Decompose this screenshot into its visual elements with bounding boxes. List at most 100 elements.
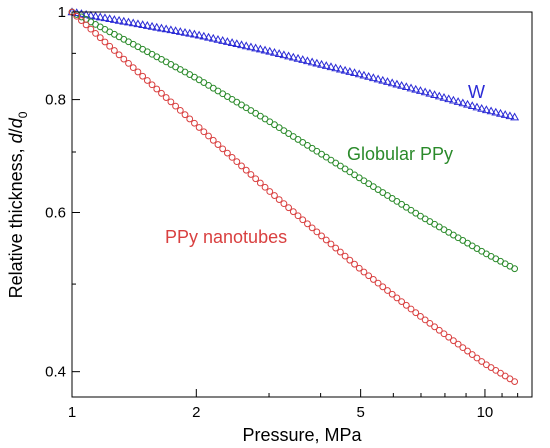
data-point bbox=[505, 111, 515, 120]
data-point bbox=[379, 283, 387, 291]
data-point bbox=[313, 147, 321, 155]
data-point bbox=[200, 128, 208, 136]
data-point bbox=[511, 265, 519, 273]
data-point bbox=[397, 80, 407, 89]
data-point bbox=[237, 40, 246, 49]
data-point bbox=[208, 33, 218, 42]
data-point bbox=[459, 344, 467, 352]
y-tick-label: 0.8 bbox=[45, 92, 66, 109]
data-point bbox=[246, 42, 256, 51]
data-point bbox=[152, 22, 162, 31]
data-point bbox=[87, 25, 95, 33]
data-point bbox=[351, 171, 358, 179]
data-point bbox=[189, 29, 199, 38]
data-point bbox=[444, 94, 454, 103]
data-point bbox=[398, 200, 406, 208]
data-point bbox=[223, 149, 231, 157]
data-point bbox=[294, 212, 302, 220]
data-point bbox=[265, 46, 275, 55]
data-point bbox=[445, 333, 453, 341]
data-point bbox=[134, 68, 142, 76]
data-point bbox=[327, 240, 335, 248]
data-point bbox=[387, 78, 397, 87]
data-point bbox=[289, 208, 297, 216]
data-point bbox=[468, 351, 476, 358]
x-axis-title: Pressure, MPa bbox=[242, 425, 362, 445]
data-point bbox=[302, 56, 312, 65]
data-point bbox=[481, 105, 491, 114]
data-point bbox=[181, 111, 189, 119]
data-point bbox=[271, 121, 278, 129]
data-point bbox=[346, 256, 354, 264]
data-point bbox=[331, 63, 341, 72]
data-point bbox=[299, 138, 307, 146]
data-point bbox=[199, 31, 209, 40]
data-point bbox=[251, 43, 261, 52]
data-point bbox=[280, 200, 288, 208]
data-point bbox=[355, 174, 363, 182]
data-point bbox=[171, 26, 181, 35]
data-point bbox=[186, 115, 194, 123]
data-point bbox=[204, 32, 214, 41]
data-point bbox=[392, 79, 402, 88]
data-point bbox=[312, 58, 322, 67]
y-tick-label: 0.6 bbox=[45, 205, 66, 222]
data-point bbox=[308, 224, 316, 232]
data-point bbox=[435, 326, 443, 334]
data-point bbox=[337, 248, 344, 256]
data-point bbox=[266, 188, 274, 195]
data-point bbox=[232, 39, 242, 48]
data-point bbox=[162, 94, 170, 101]
data-point bbox=[322, 236, 330, 244]
data-point bbox=[114, 15, 124, 24]
data-point bbox=[412, 209, 420, 217]
data-point bbox=[360, 177, 368, 185]
data-point bbox=[453, 97, 463, 105]
data-point bbox=[275, 196, 283, 203]
data-point bbox=[270, 47, 279, 56]
data-point bbox=[402, 301, 410, 309]
data-point bbox=[227, 38, 237, 46]
data-point bbox=[180, 27, 190, 36]
data-point bbox=[369, 276, 377, 283]
data-point bbox=[373, 74, 383, 83]
data-point bbox=[133, 19, 143, 28]
data-point bbox=[464, 347, 471, 355]
data-point bbox=[393, 294, 401, 302]
data-point bbox=[434, 91, 444, 100]
series-2 bbox=[68, 8, 519, 386]
data-point bbox=[360, 268, 368, 276]
data-point bbox=[308, 144, 316, 152]
data-point bbox=[318, 232, 325, 240]
data-point bbox=[279, 50, 289, 59]
data-point bbox=[73, 12, 81, 20]
data-point bbox=[82, 21, 90, 29]
series-label-globular-ppy: Globular PPy bbox=[347, 144, 453, 164]
data-point bbox=[285, 204, 293, 212]
x-axis: 1 2 5 10 bbox=[68, 389, 519, 421]
data-point bbox=[242, 166, 250, 174]
data-point bbox=[252, 175, 260, 183]
data-point bbox=[346, 168, 354, 176]
data-point bbox=[299, 216, 307, 224]
data-point bbox=[374, 186, 382, 193]
data-point bbox=[332, 244, 340, 252]
data-point bbox=[289, 133, 297, 140]
data-point bbox=[213, 34, 223, 43]
data-point bbox=[354, 69, 364, 78]
data-point bbox=[384, 192, 391, 199]
data-point bbox=[448, 95, 458, 104]
data-point bbox=[304, 220, 311, 228]
data-point bbox=[124, 17, 133, 26]
data-point bbox=[275, 124, 283, 132]
data-point bbox=[255, 44, 265, 53]
data-point bbox=[175, 27, 185, 35]
data-point bbox=[129, 64, 137, 72]
data-point bbox=[148, 81, 156, 89]
data-point bbox=[128, 18, 138, 27]
data-point bbox=[511, 378, 519, 386]
data-point bbox=[172, 102, 179, 110]
data-point bbox=[100, 13, 110, 22]
data-point bbox=[92, 30, 99, 37]
